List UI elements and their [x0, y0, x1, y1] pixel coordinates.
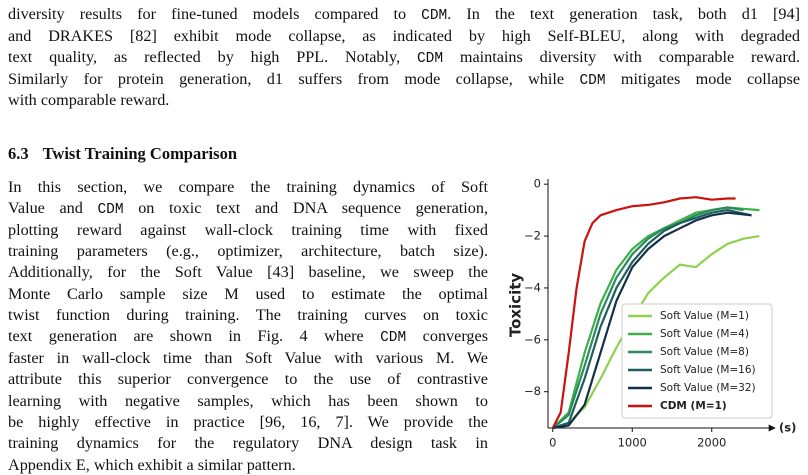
legend-label: Soft Value (M=4) — [660, 328, 749, 340]
text-line: Value and CDM on toxic text and DNA sequ… — [8, 198, 488, 220]
y-tick-label: −6 — [524, 332, 541, 346]
text: Value and — [8, 199, 98, 218]
text: converges — [406, 327, 488, 346]
text-line: attribute this superior convergence to t… — [8, 369, 488, 389]
text-line: Additionally, for the Soft Value [43] ba… — [8, 262, 488, 282]
code-text: CDM — [416, 51, 444, 68]
section-heading: 6.3 Twist Training Comparison — [8, 144, 237, 164]
text: diversity results for fine-tuned models … — [8, 5, 422, 23]
x-tick-label: 1000 — [618, 436, 647, 450]
text-line: faster in wall-clock time than Soft Valu… — [8, 348, 488, 368]
legend-label: Soft Value (M=8) — [660, 346, 749, 358]
legend-label: Soft Value (M=32) — [660, 382, 756, 394]
text-line: training dynamics for the regulatory DNA… — [8, 433, 488, 453]
series-line — [552, 211, 752, 430]
text-line: text quality, as reflected by high PPL. … — [8, 47, 800, 69]
legend-label: Soft Value (M=1) — [660, 310, 749, 322]
y-tick-label: −2 — [524, 229, 541, 243]
text-line: training parameters (e.g., optimizer, ar… — [8, 241, 488, 261]
text: In this section, we compare the training… — [8, 178, 488, 196]
text: training parameters (e.g., optimizer, ar… — [8, 242, 488, 261]
text: Monte Carlo sample size M used to estima… — [8, 284, 488, 303]
code-text: CDM — [421, 8, 448, 24]
text-line: with comparable reward. — [8, 90, 800, 110]
text-line: Appendix E, which exhibit a similar patt… — [8, 455, 488, 475]
text: attribute this superior convergence to t… — [8, 370, 488, 389]
text: . In the text generation task, both d1 [… — [447, 5, 800, 23]
text-line: text generation are shown in Fig. 4 wher… — [8, 326, 488, 348]
text: on toxic text and DNA sequence generatio… — [123, 199, 489, 218]
text: Additionally, for the Soft Value [43] ba… — [8, 263, 488, 282]
legend-label: CDM (M=1) — [660, 400, 727, 412]
text: twist function during training. The trai… — [8, 306, 488, 325]
series-line — [552, 206, 744, 429]
x-tick-label: 0 — [549, 436, 556, 450]
text: plotting reward against wall-clock train… — [8, 220, 488, 239]
y-tick-label: 0 — [534, 177, 541, 191]
text-line: plotting reward against wall-clock train… — [8, 220, 488, 240]
text: training dynamics for the regulatory DNA… — [8, 434, 488, 453]
text: be highly effective in practice [96, 16,… — [8, 412, 488, 431]
text: Appendix E, which exhibit a similar patt… — [8, 455, 296, 474]
series-line — [552, 235, 760, 430]
text: text quality, as reflected by high PPL. … — [8, 48, 417, 67]
code-text: CDM — [97, 202, 124, 219]
text-line: Similarly for protein generation, d1 suf… — [8, 69, 800, 91]
x-tick-label: 2000 — [697, 436, 726, 450]
y-axis-label: Toxicity — [507, 273, 525, 338]
section-number: 6.3 — [8, 144, 29, 163]
code-text: CDM — [380, 330, 407, 347]
section-title: Twist Training Comparison — [42, 144, 237, 163]
text: mitigates mode collapse — [605, 69, 801, 88]
text: faster in wall-clock time than Soft Valu… — [8, 348, 488, 367]
series-line — [551, 196, 736, 429]
text: text generation are shown in Fig. 4 wher… — [8, 327, 381, 346]
series-line — [552, 209, 752, 430]
text-line: twist function during training. The trai… — [8, 305, 488, 325]
text-line: be highly effective in practice [96, 16,… — [8, 412, 488, 432]
y-tick-label: −4 — [524, 280, 541, 294]
text-line: Monte Carlo sample size M used to estima… — [8, 284, 488, 304]
x-axis-label: (s) — [779, 421, 796, 435]
y-tick-label: −8 — [524, 384, 541, 398]
text: learning with negative samples, which ha… — [8, 391, 488, 410]
legend-label: Soft Value (M=16) — [660, 364, 756, 376]
text-line: diversity results for fine-tuned models … — [8, 4, 800, 26]
legend-box — [621, 303, 773, 419]
code-text: CDM — [579, 72, 606, 89]
text: and DRAKES [82] exhibit mode collapse, a… — [8, 26, 800, 45]
text: maintains diversity with comparable rewa… — [443, 48, 800, 67]
text-line: and DRAKES [82] exhibit mode collapse, a… — [8, 26, 800, 46]
text-line: In this section, we compare the training… — [8, 177, 488, 197]
text-line: learning with negative samples, which ha… — [8, 391, 488, 411]
text: with comparable reward. — [8, 91, 170, 110]
text: Similarly for protein generation, d1 suf… — [8, 69, 580, 88]
